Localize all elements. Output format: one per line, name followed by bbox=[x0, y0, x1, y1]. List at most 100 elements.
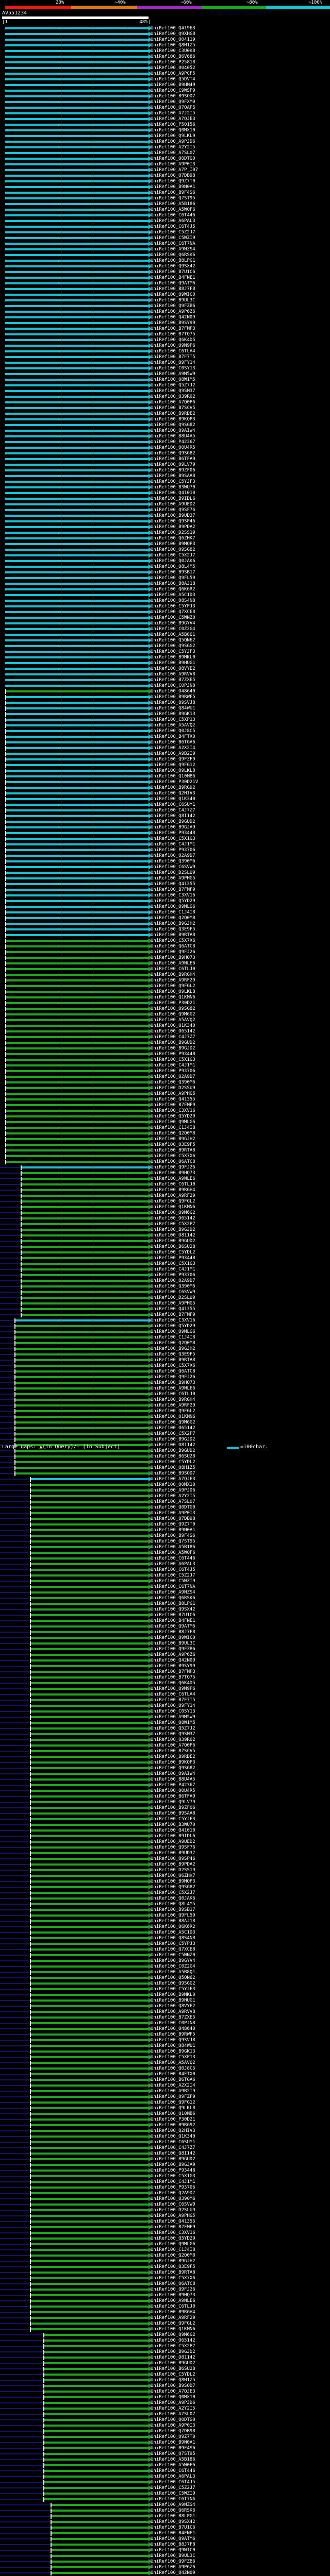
alignment-row[interactable]: UniRef100_Q9SVJ8 bbox=[0, 2038, 330, 2043]
hsp-bar[interactable] bbox=[5, 44, 148, 46]
hit-accession-label[interactable]: UniRef100_P93706 bbox=[151, 1069, 195, 1074]
hit-accession-label[interactable]: UniRef100_B9F4S6 bbox=[151, 190, 195, 195]
hit-accession-label[interactable]: UniRef100_Q9SM37 bbox=[151, 388, 195, 394]
hit-accession-label[interactable]: UniRef100_A9P6Z6 bbox=[151, 1652, 195, 1657]
alignment-row[interactable]: UniRef100_Q2HIV3 bbox=[0, 791, 330, 796]
alignment-row[interactable]: UniRef100_B9RGH4 bbox=[0, 1397, 330, 1403]
alignment-row[interactable]: UniRef100_P30D21 bbox=[0, 1001, 330, 1006]
hit-accession-label[interactable]: UniRef100_A7SL07 bbox=[151, 1499, 195, 1504]
hit-accession-label[interactable]: UniRef100_C6T4J5 bbox=[151, 224, 195, 229]
hit-accession-label[interactable]: UniRef100_B9IDL6 bbox=[151, 496, 195, 501]
alignment-row[interactable]: UniRef100_C5XP13 bbox=[0, 717, 330, 723]
alignment-row[interactable]: UniRef100_A5AVQ2 bbox=[0, 723, 330, 728]
alignment-row[interactable]: UniRef100_B9SY99 bbox=[0, 1664, 330, 1669]
hit-accession-label[interactable]: UniRef100_A9RF29 bbox=[151, 2315, 195, 2320]
hsp-bar[interactable] bbox=[5, 600, 148, 602]
hit-accession-label[interactable]: UniRef100_A7Q0P6 bbox=[151, 1743, 195, 1748]
hit-accession-label[interactable]: UniRef100_Q9FGL2 bbox=[151, 984, 195, 989]
alignment-row[interactable]: UniRef100_Q9SGG2 bbox=[0, 1981, 330, 1987]
hsp-bar[interactable] bbox=[5, 226, 148, 228]
alignment-row[interactable]: UniRef100_B7F7T5 bbox=[0, 354, 330, 360]
hsp-bar[interactable] bbox=[15, 1319, 148, 1321]
hsp-bar[interactable] bbox=[44, 2464, 148, 2466]
hit-accession-label[interactable]: UniRef100_Q9LKL8 bbox=[151, 768, 195, 773]
alignment-row[interactable]: UniRef100_Q1KMN6 bbox=[0, 1205, 330, 1210]
alignment-row[interactable]: UniRef100_Q9Z7T0 bbox=[0, 179, 330, 184]
alignment-row[interactable]: UniRef100_A5W0F6 bbox=[0, 1550, 330, 1556]
alignment-row[interactable]: UniRef100_B8LPG1 bbox=[0, 1601, 330, 1607]
alignment-row[interactable]: UniRef100_P93448 bbox=[0, 1052, 330, 1057]
hit-accession-label[interactable]: UniRef100_B9RG92 bbox=[151, 785, 195, 790]
hsp-bar[interactable] bbox=[6, 758, 148, 760]
hsp-bar[interactable] bbox=[6, 741, 148, 743]
alignment-row[interactable]: UniRef100_C5YJF3 bbox=[0, 1817, 330, 1822]
hsp-bar[interactable] bbox=[52, 2544, 148, 2546]
hsp-bar[interactable] bbox=[5, 350, 148, 352]
hsp-bar[interactable] bbox=[31, 2079, 148, 2081]
hsp-bar[interactable] bbox=[6, 849, 148, 851]
alignment-row[interactable]: UniRef100_C3XV16 bbox=[0, 1318, 330, 1324]
alignment-row[interactable]: UniRef100_B9HQ73 bbox=[0, 955, 330, 961]
hsp-bar[interactable] bbox=[31, 1597, 148, 1599]
alignment-row[interactable]: UniRef100_O81142 bbox=[0, 2355, 330, 2361]
hsp-bar[interactable] bbox=[31, 1671, 148, 1673]
alignment-row[interactable]: UniRef100_B9SAA8 bbox=[0, 1811, 330, 1817]
hit-accession-label[interactable]: UniRef100_Q9FL59 bbox=[151, 1913, 195, 1918]
hit-accession-label[interactable]: UniRef100_Q9LKL8 bbox=[151, 989, 195, 994]
hsp-bar[interactable] bbox=[31, 1858, 148, 1860]
hsp-bar[interactable] bbox=[31, 1682, 148, 1684]
hsp-bar[interactable] bbox=[5, 628, 148, 630]
hsp-bar[interactable] bbox=[44, 2334, 148, 2336]
hsp-bar[interactable] bbox=[31, 1841, 148, 1843]
alignment-row[interactable]: UniRef100_B9RGH4 bbox=[0, 972, 330, 978]
hit-accession-label[interactable]: UniRef100_B9UL3C bbox=[151, 2553, 195, 2558]
hit-accession-label[interactable]: UniRef100_Q7ST95 bbox=[151, 196, 195, 201]
hit-accession-label[interactable]: UniRef100_Q39R02 bbox=[151, 394, 195, 399]
hsp-bar[interactable] bbox=[5, 583, 148, 585]
hit-accession-label[interactable]: UniRef100_Q8H1Z5 bbox=[151, 43, 195, 48]
hsp-bar[interactable] bbox=[5, 492, 148, 494]
hit-accession-label[interactable]: UniRef100_Q10MB6 bbox=[151, 2111, 195, 2116]
hit-accession-label[interactable]: UniRef100_P93448 bbox=[151, 1052, 195, 1057]
hit-accession-label[interactable]: UniRef100_B9F4S6 bbox=[151, 1533, 195, 1538]
alignment-row[interactable]: UniRef100_Q9SG82 bbox=[0, 422, 330, 428]
hsp-bar[interactable] bbox=[31, 1943, 148, 1945]
alignment-row[interactable]: UniRef100_D2SLU9 bbox=[0, 870, 330, 876]
alignment-row[interactable]: UniRef100_C5Z2J7 bbox=[0, 1573, 330, 1579]
alignment-row[interactable]: UniRef100_C5YJF3 bbox=[0, 649, 330, 655]
hit-accession-label[interactable]: UniRef100_Q9M6G2 bbox=[151, 1210, 195, 1215]
alignment-row[interactable]: UniRef100_A7QJE3 bbox=[0, 1477, 330, 1482]
hit-accession-label[interactable]: UniRef100_A7SL07 bbox=[151, 2412, 195, 2417]
hsp-bar[interactable] bbox=[5, 50, 148, 52]
alignment-row[interactable]: UniRef100_A5B8Q1 bbox=[0, 1970, 330, 1975]
alignment-row[interactable]: UniRef100_B9SY99 bbox=[0, 320, 330, 326]
hsp-bar[interactable] bbox=[31, 1829, 148, 1832]
alignment-row[interactable]: UniRef100_C3XV16 bbox=[0, 1108, 330, 1114]
alignment-row[interactable]: UniRef100_O65142 bbox=[0, 1426, 330, 1431]
hsp-bar[interactable] bbox=[22, 1189, 148, 1191]
hit-accession-label[interactable]: UniRef100_A6PAL3 bbox=[151, 2474, 195, 2479]
alignment-row[interactable]: UniRef100_Q0DTG0 bbox=[0, 156, 330, 162]
hsp-bar[interactable] bbox=[15, 1370, 148, 1372]
hit-accession-label[interactable]: UniRef100_Q0U4R5 bbox=[151, 1788, 195, 1793]
hit-accession-label[interactable]: UniRef100_Q84WU1 bbox=[151, 2043, 195, 2048]
alignment-row[interactable]: UniRef100_B9GJH2 bbox=[0, 921, 330, 927]
alignment-row[interactable]: UniRef100_Q0J8C5 bbox=[0, 2066, 330, 2072]
hit-accession-label[interactable]: UniRef100_C6TLJ0 bbox=[151, 2304, 195, 2309]
hsp-bar[interactable] bbox=[31, 1518, 148, 1520]
hit-accession-label[interactable]: UniRef100_B7SCV5 bbox=[151, 1749, 195, 1754]
hit-accession-label[interactable]: UniRef100_Q6ATC8 bbox=[151, 1159, 195, 1164]
alignment-row[interactable]: UniRef100_C4J7Z7 bbox=[0, 808, 330, 814]
hit-accession-label[interactable]: UniRef100_B9RGH4 bbox=[151, 1188, 195, 1193]
alignment-row[interactable]: UniRef100_O81142 bbox=[0, 1233, 330, 1239]
hit-accession-label[interactable]: UniRef100_Q8H1Z5 bbox=[151, 2378, 195, 2383]
hsp-bar[interactable] bbox=[44, 2470, 148, 2472]
hit-accession-label[interactable]: UniRef100_C0SY13 bbox=[151, 1709, 195, 1714]
hsp-bar[interactable] bbox=[15, 1376, 148, 1378]
hsp-bar[interactable] bbox=[22, 1223, 148, 1225]
hit-accession-label[interactable]: UniRef100_Q2A9D7 bbox=[151, 853, 195, 858]
alignment-row[interactable]: UniRef100_A9PHG5 bbox=[0, 1301, 330, 1307]
hit-accession-label[interactable]: UniRef100_C5X7X6 bbox=[151, 1363, 195, 1368]
hit-accession-label[interactable]: UniRef100_C5X1G3 bbox=[151, 836, 195, 841]
hsp-bar[interactable] bbox=[31, 1994, 148, 1996]
